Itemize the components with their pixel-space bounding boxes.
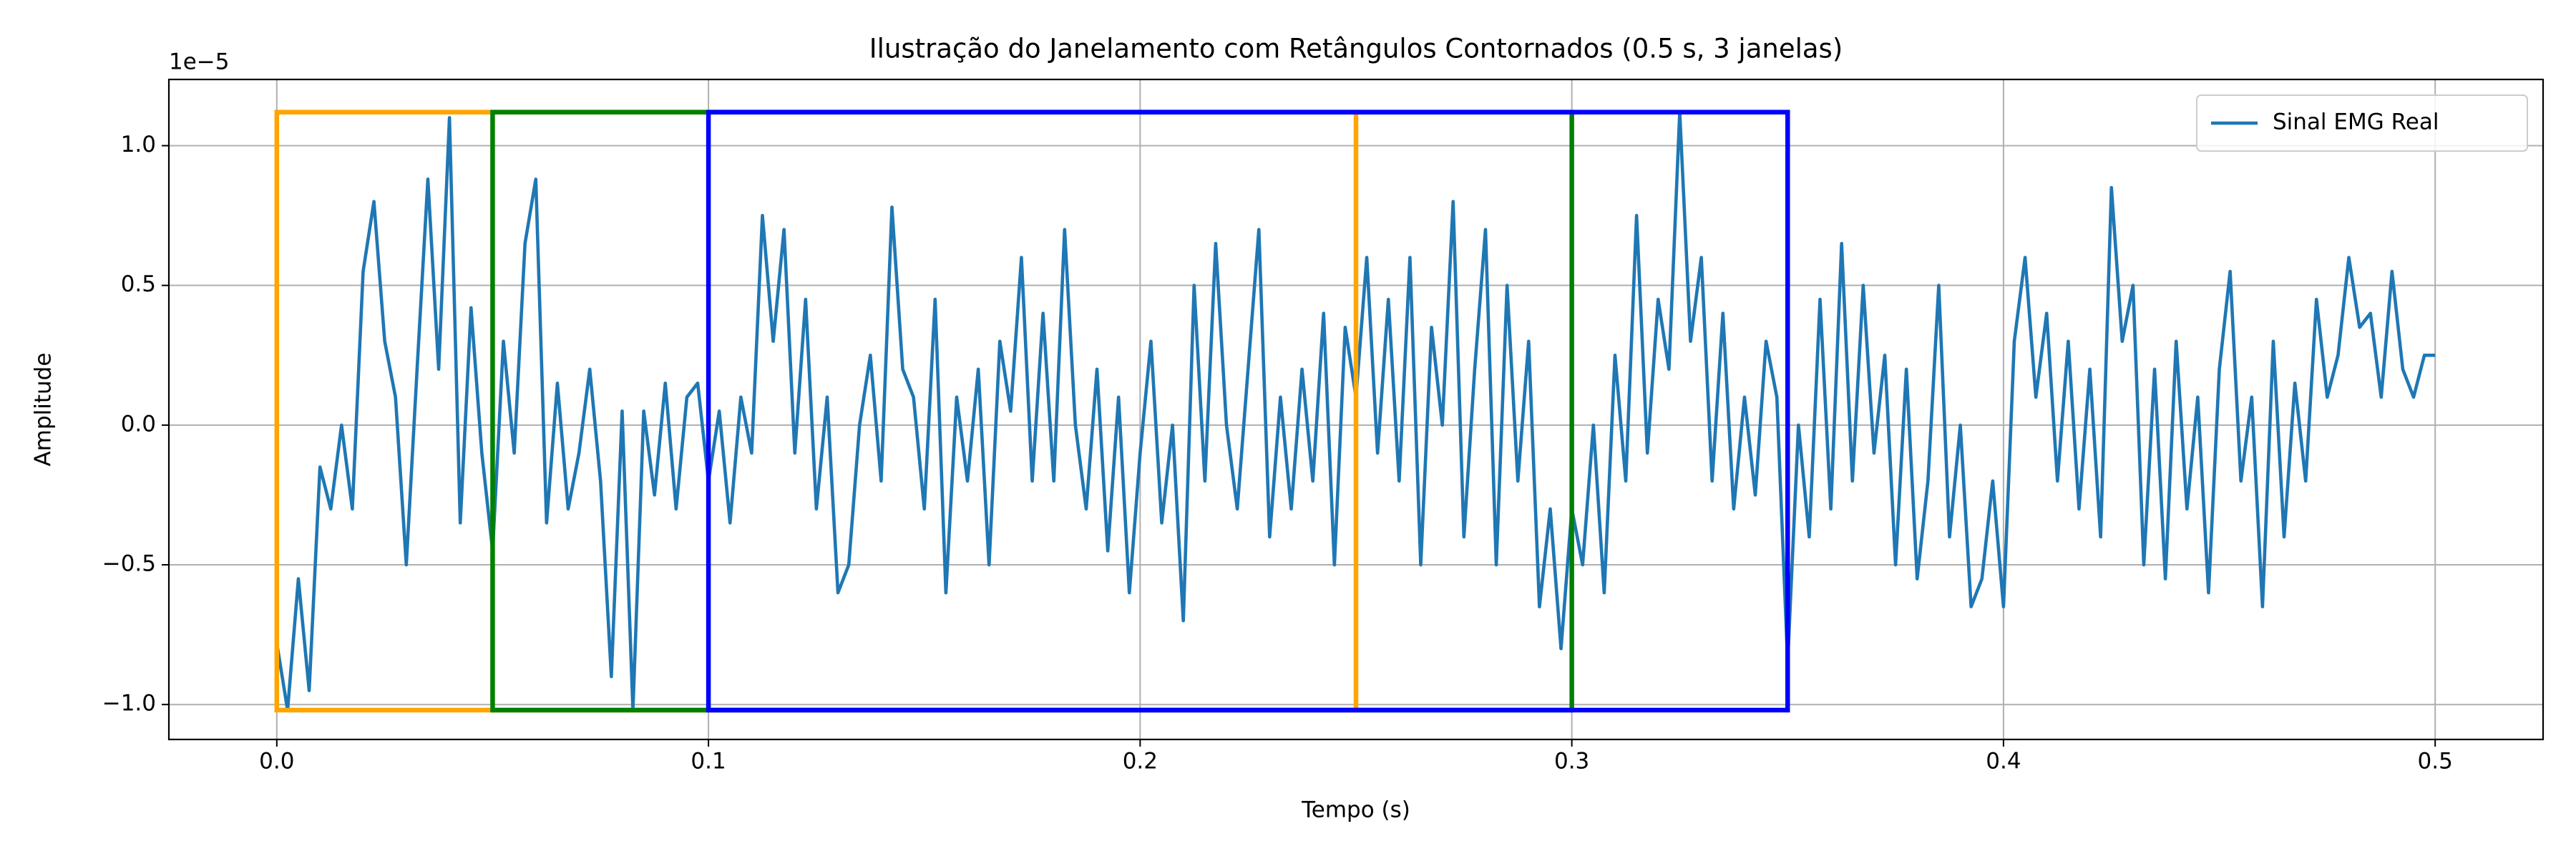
y-tick-label: −0.5 xyxy=(102,551,156,577)
y-tick-label: −1.0 xyxy=(102,691,156,717)
x-tick-label: 0.3 xyxy=(1554,749,1589,775)
window-rect xyxy=(274,110,1359,713)
y-axis-label: Amplitude xyxy=(31,353,57,467)
x-tick-label: 0.1 xyxy=(691,749,726,775)
legend-box xyxy=(2196,94,2528,152)
y-tick-label: 0.5 xyxy=(121,271,156,297)
y-offset-label: 1e−5 xyxy=(169,49,230,75)
x-tick-label: 0.4 xyxy=(1986,749,2021,775)
legend-label: Sinal EMG Real xyxy=(2273,110,2439,135)
x-tick-label: 0.5 xyxy=(2418,749,2453,775)
window-rect xyxy=(706,110,1790,713)
plot-frame xyxy=(167,78,2545,741)
window-rect xyxy=(490,110,1574,713)
y-tick-label: 0.0 xyxy=(121,411,156,437)
chart-title: Ilustração do Janelamento com Retângulos… xyxy=(869,34,1843,64)
x-tick-label: 0.2 xyxy=(1123,749,1158,775)
y-tick-label: 1.0 xyxy=(121,132,156,157)
x-axis-label: Tempo (s) xyxy=(1301,797,1410,823)
x-tick-label: 0.0 xyxy=(259,749,294,775)
